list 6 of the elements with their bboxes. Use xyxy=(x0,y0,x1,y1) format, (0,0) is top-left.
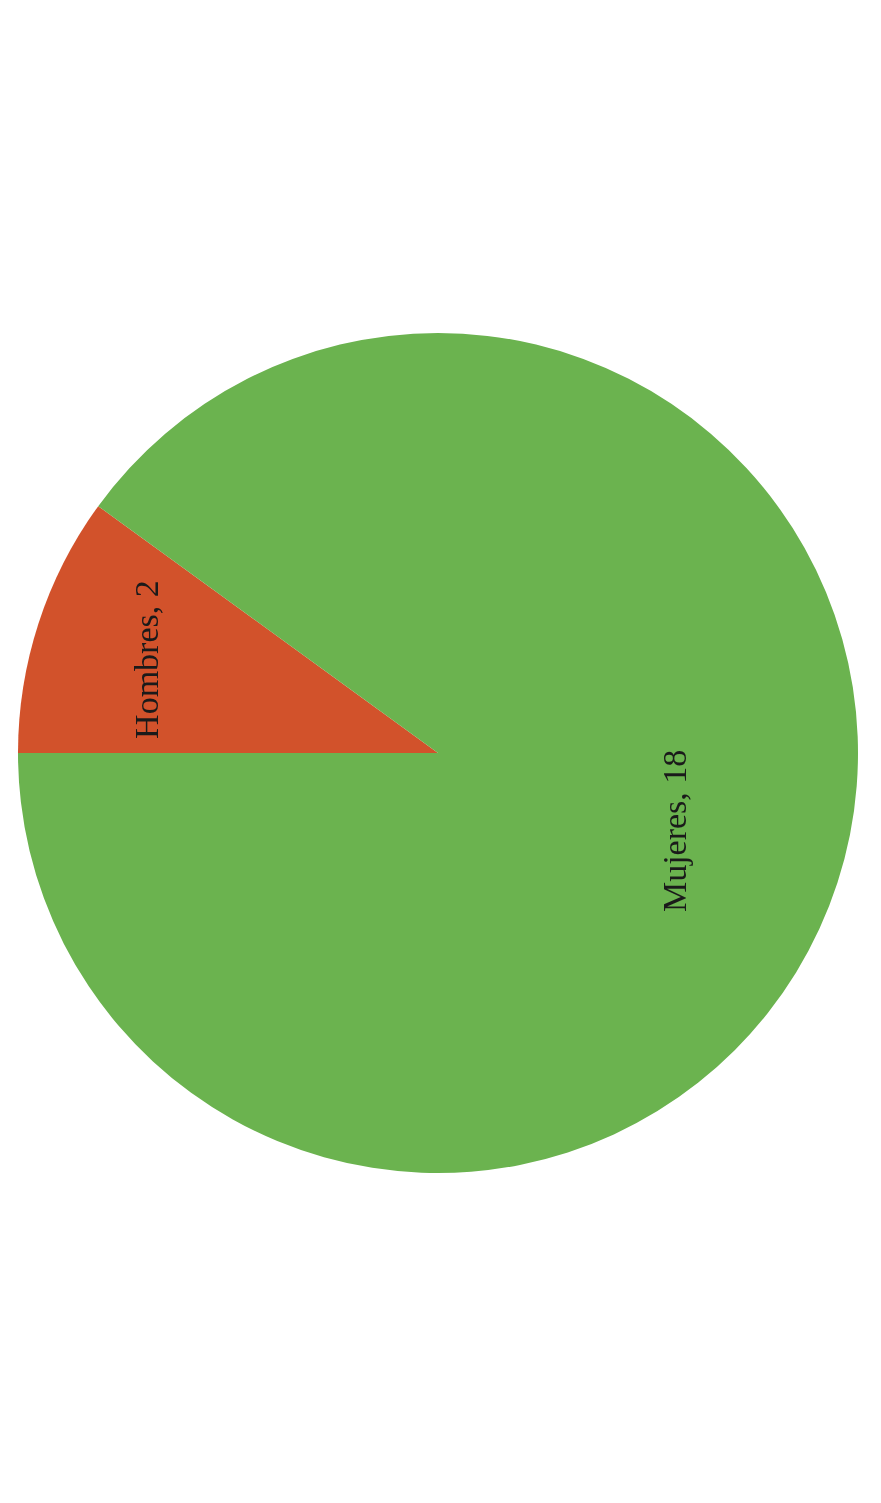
data-label: , 18 xyxy=(655,749,693,801)
pie-slice xyxy=(18,506,438,753)
pie-slice xyxy=(18,333,858,1173)
data-label: , 2 xyxy=(128,580,166,615)
slice-label: Hombres xyxy=(128,614,166,739)
slice-label: Mujeres xyxy=(655,800,693,913)
